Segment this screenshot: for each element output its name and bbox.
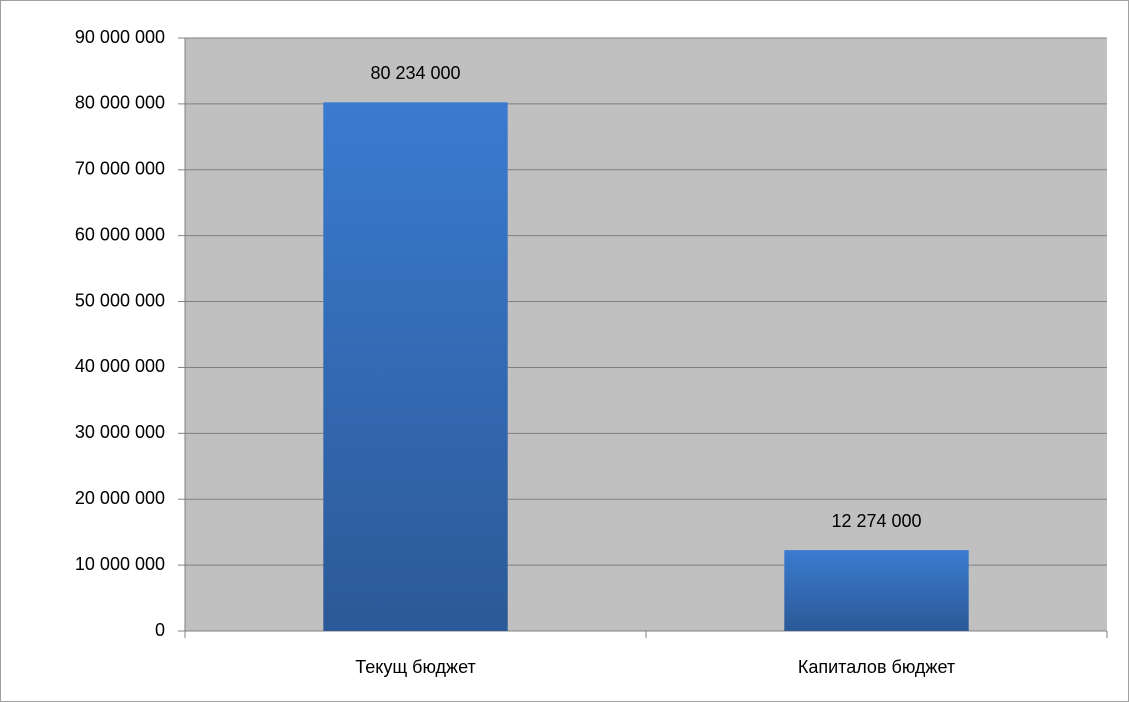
y-tick-label: 90 000 000 bbox=[75, 27, 165, 47]
y-tick-label: 0 bbox=[155, 620, 165, 640]
y-tick-label: 70 000 000 bbox=[75, 159, 165, 179]
x-tick-label: Текущ бюджет bbox=[355, 657, 476, 677]
y-tick-label: 60 000 000 bbox=[75, 224, 165, 244]
y-tick-label: 80 000 000 bbox=[75, 93, 165, 113]
data-label: 80 234 000 bbox=[370, 63, 460, 83]
y-tick-label: 40 000 000 bbox=[75, 356, 165, 376]
x-tick-label: Капиталов бюджет bbox=[798, 657, 955, 677]
y-tick-label: 30 000 000 bbox=[75, 422, 165, 442]
bar bbox=[323, 102, 508, 631]
data-label: 12 274 000 bbox=[831, 511, 921, 531]
y-tick-label: 10 000 000 bbox=[75, 554, 165, 574]
bar bbox=[784, 550, 969, 631]
y-tick-label: 20 000 000 bbox=[75, 488, 165, 508]
y-tick-label: 50 000 000 bbox=[75, 290, 165, 310]
